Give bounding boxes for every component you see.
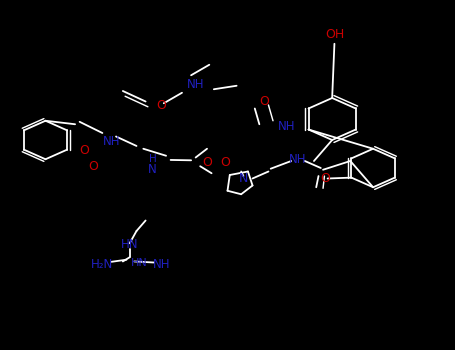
Text: O: O	[320, 172, 330, 185]
Text: H: H	[148, 154, 157, 164]
Text: NH: NH	[187, 77, 204, 91]
Text: NH: NH	[289, 153, 307, 166]
Text: OH: OH	[325, 28, 344, 42]
Text: N: N	[148, 162, 157, 176]
Text: N: N	[239, 172, 248, 185]
Text: O: O	[259, 95, 269, 108]
Text: O: O	[220, 156, 230, 169]
Text: O: O	[157, 98, 167, 112]
Text: HN: HN	[131, 258, 147, 267]
Text: O: O	[202, 156, 212, 169]
Text: H₂N: H₂N	[91, 258, 113, 271]
Text: HN: HN	[121, 238, 138, 252]
Text: NH: NH	[278, 119, 295, 133]
Text: NH: NH	[153, 258, 170, 271]
Text: O: O	[79, 144, 89, 157]
Text: NH: NH	[103, 135, 120, 148]
Text: O: O	[88, 160, 98, 173]
